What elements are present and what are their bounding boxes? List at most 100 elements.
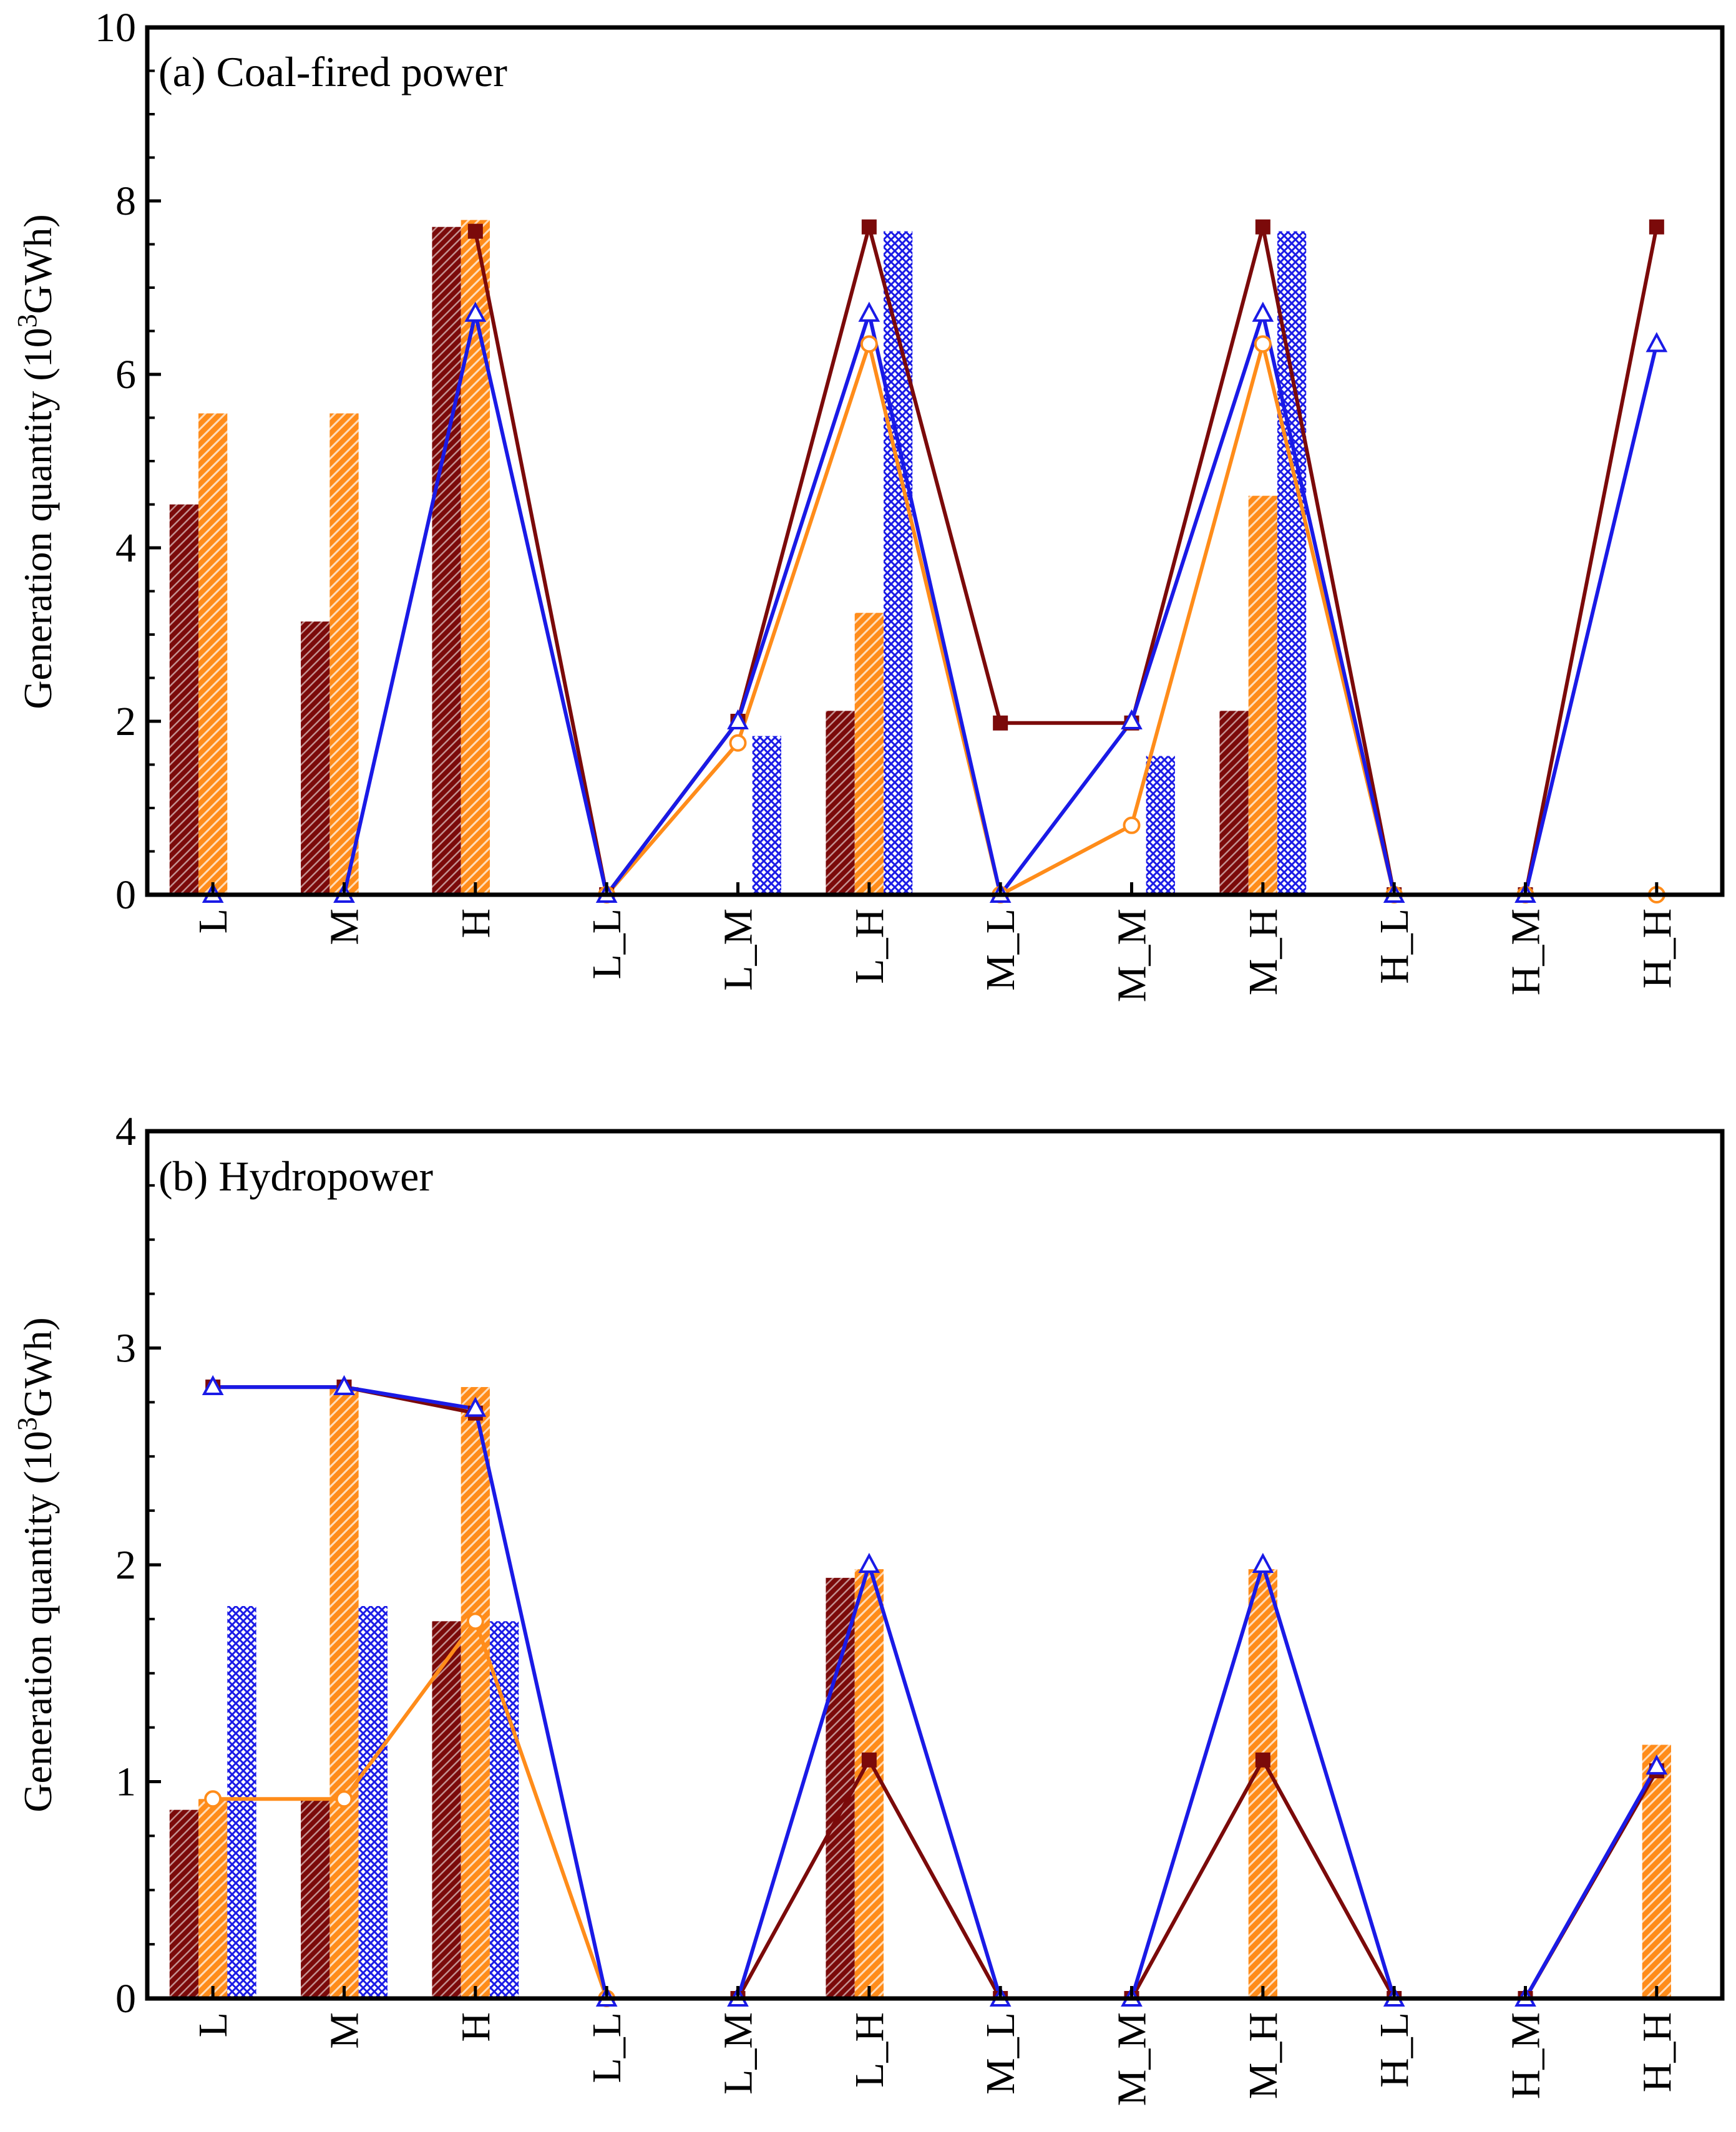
panel-coal-fired-power: 0 2 4 6 8 10 L M H L_L L_M L_H M_L M_M M_H H_L H_M H_H (a… [12,5,1725,1002]
marker-series2-circle [466,1612,484,1630]
x-category-label: L_H [847,908,892,984]
marker-series2-circle [729,734,747,752]
x-category-label: L_M [716,2012,761,2095]
x-category-label: M_L [978,908,1023,991]
bar-series3 [489,1621,519,1998]
marker-series2-circle [1254,335,1272,353]
marker-series3-triangle [202,1375,224,1396]
bar-series3 [358,1606,388,1998]
x-category-label: H_H [1634,2012,1680,2092]
y-tick-label: 8 [115,178,136,224]
x-category-label: M [322,2012,368,2049]
plot-area-b: 0 1 2 3 4 L M H L_L L_M L_H M_L M_M M_H H_L H_M H_H [115,1109,1680,2106]
marker-series1-square [1255,219,1270,235]
bar-series1 [826,1577,855,1998]
bar-series1 [432,1621,461,1998]
line-series3 [213,1385,1659,2000]
line-series3 [213,311,1659,897]
bar-series2 [198,413,228,895]
marker-series2-circle [204,1790,222,1808]
line-series1 [473,225,1659,897]
marker-series2-circle [860,335,878,353]
line-series1 [213,1385,1659,2000]
y-tick-label: 2 [115,699,136,744]
bar-series2 [461,220,490,895]
panel-hydropower: 0 1 2 3 4 L M H L_L L_M L_H M_L M_M M_H H_L H_M H_H (b) … [12,1109,1725,2106]
bar-series3 [1146,756,1175,895]
bar-series3 [752,736,781,895]
bar-series1 [301,621,330,895]
x-category-label: H_M [1503,908,1549,995]
marker-series1-square [993,715,1008,731]
bar-series2 [1248,495,1277,895]
x-category-label: H [453,2012,499,2042]
plot-area-a: 0 2 4 6 8 10 L M H L_L L_M L_H M_L M_M M_H H_L H_M H_H [95,5,1680,1002]
x-category-label: L_H [847,2012,892,2088]
x-category-label: M_M [1109,908,1155,1002]
marker-series2-circle [335,1790,353,1808]
marker-series3-triangle [333,1375,355,1396]
panel-title-b: (b) Hydropower [158,1152,433,1200]
marker-series3-triangle [1121,709,1143,729]
x-category-label: L_L [584,908,630,980]
bar-series2 [329,413,359,895]
marker-series3-triangle [1646,1754,1668,1775]
y-axis-title-a: Generation quantity (103GWh) [12,214,60,709]
bar-series2 [854,613,884,895]
y-tick-label: 3 [115,1326,136,1371]
marker-series1-square [1649,219,1664,235]
x-category-label: H_L [1372,908,1417,984]
marker-series3-triangle [1646,332,1668,353]
x-category-label: L [190,908,236,933]
bar-series2 [329,1387,359,1998]
marker-series3-triangle [858,301,880,322]
marker-series3-triangle [464,1396,487,1417]
marker-series1-square [1255,1752,1270,1768]
bar-series1 [169,1809,199,1998]
bar-series1 [301,1799,330,1998]
y-tick-label: 10 [95,5,136,51]
y-tick-label: 1 [115,1760,136,1805]
y-tick-label: 0 [115,872,136,918]
marker-series3-triangle [1252,301,1274,322]
marker-series3-triangle [1252,1552,1274,1573]
line-series2 [213,1619,609,1999]
marker-series1-square [467,223,483,239]
y-tick-label: 6 [115,352,136,397]
marker-series3-triangle [858,1552,880,1573]
bar-series2 [461,1387,490,1998]
bar-series2 [854,1569,884,1998]
x-category-label: H_L [1372,2012,1417,2088]
x-category-label: M [322,908,368,945]
axes-frame-b [145,1129,1725,2001]
y-tick-label: 4 [115,525,136,571]
x-category-label: L_L [584,2012,630,2083]
bar-series1 [432,226,461,895]
y-tick-label: 0 [115,1976,136,2022]
marker-series1-square [861,219,877,235]
bar-series2 [198,1799,228,1998]
x-category-label: H [453,908,499,938]
x-category-label: M_L [978,2012,1023,2095]
bar-series2 [1248,1569,1277,1998]
x-category-label: M_M [1109,2012,1155,2106]
bar-series3 [1277,231,1307,895]
x-category-label: M_H [1241,908,1286,995]
bar-series1 [826,711,855,895]
marker-series3-triangle [464,301,487,322]
x-category-label: L_M [716,908,761,991]
bar-series1 [1219,711,1249,895]
x-category-label: L [190,2012,236,2037]
marker-series1-square [861,1752,877,1768]
bar-series1 [169,504,199,895]
axes-frame-a [145,25,1725,897]
marker-series3-triangle [727,709,749,729]
x-category-label: H_H [1634,908,1680,988]
panel-title-a: (a) Coal-fired power [158,48,507,95]
y-tick-label: 4 [115,1109,136,1154]
y-axis-title-b: Generation quantity (103GWh) [12,1317,60,1812]
marker-series2-circle [1123,816,1141,834]
y-tick-label: 2 [115,1542,136,1588]
bar-series3 [227,1606,256,1998]
